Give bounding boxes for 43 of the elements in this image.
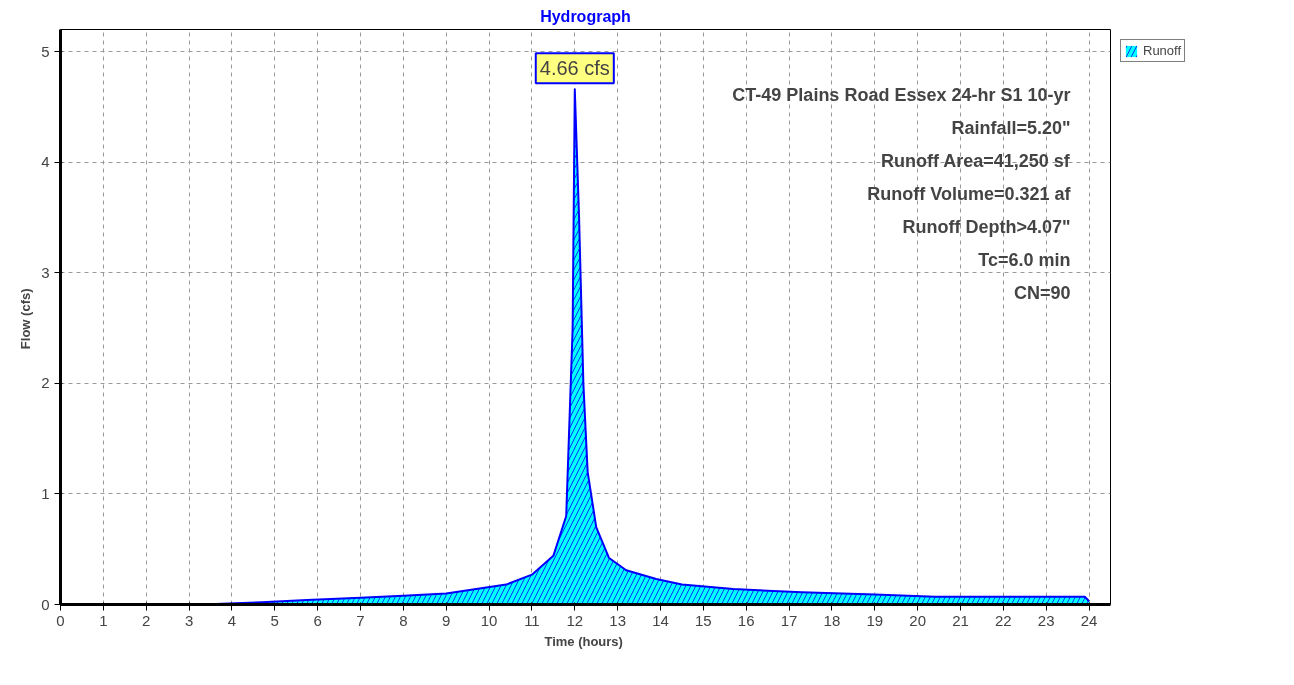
x-tick-label: 11	[524, 611, 540, 629]
x-tick-label: 22	[995, 611, 1012, 629]
x-tick-label: 16	[737, 611, 755, 629]
annotation: CT-49 Plains Road Essex 24-hr S1 10-yr	[732, 84, 1071, 105]
x-tick-label: 24	[1080, 611, 1098, 629]
annotation: Runoff Area=41,250 sf	[880, 150, 1071, 171]
x-tick-label: 8	[399, 611, 408, 629]
x-tick-label: 2	[142, 611, 151, 629]
y-tick-label: 0	[41, 595, 50, 613]
x-tick-label: 6	[313, 611, 322, 629]
x-tick-label: 1	[99, 611, 108, 629]
x-tick-label: 14	[652, 611, 669, 629]
chart-title: Hydrograph	[540, 7, 631, 25]
x-tick-label: 23	[1037, 611, 1055, 629]
x-tick-label: 18	[823, 611, 841, 629]
x-tick-label: 5	[270, 611, 279, 629]
annotation: CN=90	[1013, 282, 1071, 303]
x-tick-label: 3	[184, 611, 194, 629]
y-tick-label: 5	[41, 42, 50, 60]
annotation: Rainfall=5.20"	[951, 117, 1071, 138]
y-axis-title: Flow (cfs)	[18, 288, 34, 350]
x-axis-title: Time (hours)	[544, 633, 623, 649]
x-tick-label: 7	[356, 611, 365, 629]
x-tick-label: 10	[480, 611, 498, 629]
y-tick-label: 3	[41, 263, 50, 281]
y-tick-label: 2	[41, 374, 50, 392]
x-tick-label: 20	[909, 611, 926, 629]
x-tick-label: 9	[442, 611, 451, 629]
y-tick-label: 1	[41, 484, 50, 502]
y-tick-label: 4	[41, 153, 50, 171]
x-tick-label: 13	[609, 611, 626, 629]
annotation: 4.66 cfs	[539, 57, 610, 80]
x-tick-label: 12	[566, 611, 584, 629]
annotation: Runoff Depth>4.07"	[902, 216, 1071, 237]
legend-label: Runoff	[1143, 43, 1182, 58]
annotation: Runoff Volume=0.321 af	[867, 183, 1072, 204]
x-tick-label: 15	[695, 611, 712, 629]
x-tick-label: 19	[866, 611, 884, 629]
x-tick-label: 0	[56, 611, 65, 629]
x-tick-label: 4	[227, 611, 237, 629]
x-tick-label: 17	[780, 611, 798, 629]
annotation: Tc=6.0 min	[978, 249, 1071, 270]
x-tick-label: 21	[952, 611, 969, 629]
